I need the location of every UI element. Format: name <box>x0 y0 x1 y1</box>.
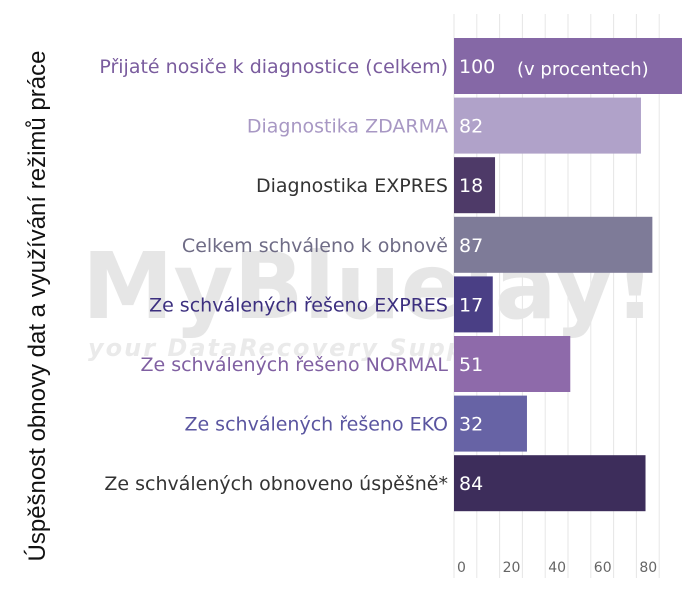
bar-value-label: 87 <box>459 235 483 257</box>
bar <box>454 216 653 273</box>
bar-value-label: 82 <box>459 116 483 138</box>
bar <box>454 336 571 392</box>
x-axis-ticks: 0 20 40 60 80 <box>457 560 657 576</box>
bar <box>454 395 527 452</box>
bar <box>454 157 496 214</box>
bar-value-label: 32 <box>459 414 483 436</box>
y-axis-title: Úspěšnost obnovy dat a využívání režimů … <box>24 51 51 562</box>
bar-value-label: 51 <box>459 354 483 376</box>
category-label: Celkem schváleno k obnově <box>182 235 448 257</box>
unit-annotation: (v procentech) <box>517 59 649 80</box>
value-labels: 100 82 18 87 17 51 32 84 <box>459 56 495 495</box>
bar-value-label: 18 <box>459 175 483 197</box>
x-tick-label: 0 <box>457 560 466 576</box>
bar <box>454 97 641 154</box>
bars <box>454 38 682 512</box>
bar-value-label: 17 <box>459 294 483 316</box>
watermark-tagline: your DataRecovery Support <box>88 334 512 362</box>
category-label: Ze schválených obnoveno úspěšně* <box>104 473 448 495</box>
category-label: Přijaté nosiče k diagnostice (celkem) <box>99 56 448 78</box>
category-label: Ze schválených řešeno NORMAL <box>140 354 448 376</box>
category-label: Ze schválených řešeno EKO <box>184 414 448 436</box>
x-tick-label: 20 <box>503 560 521 576</box>
x-tick-label: 80 <box>639 560 657 576</box>
category-label: Diagnostika ZDARMA <box>247 116 448 138</box>
bar <box>454 455 646 512</box>
bar <box>454 38 682 94</box>
category-label: Diagnostika EXPRES <box>256 175 448 197</box>
bar <box>454 276 493 333</box>
category-label: Ze schválených řešeno EXPRES <box>149 294 448 316</box>
bar-value-label: 100 <box>459 56 495 78</box>
category-labels: Přijaté nosiče k diagnostice (celkem) Dia… <box>99 56 448 495</box>
x-tick-label: 40 <box>548 560 566 576</box>
x-tick-label: 60 <box>594 560 612 576</box>
bar-value-label: 84 <box>459 473 483 495</box>
